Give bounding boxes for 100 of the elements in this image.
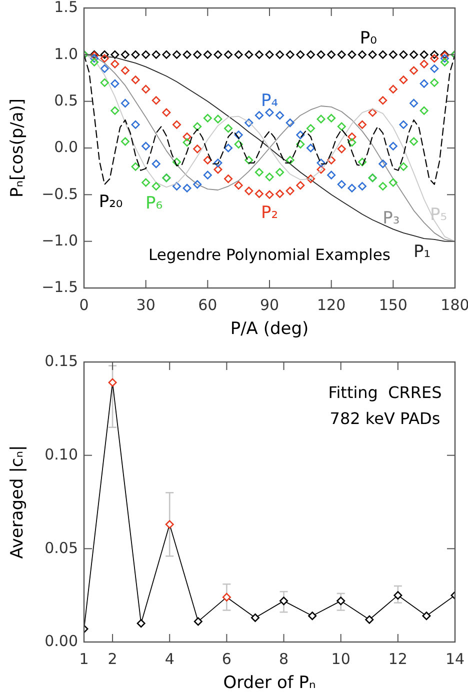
y-axis-title: Averaged |cₙ| — [8, 445, 28, 559]
point — [162, 108, 171, 117]
point — [265, 50, 274, 59]
x-tick-label: 6 — [222, 650, 232, 668]
point — [399, 76, 408, 84]
point — [420, 79, 428, 88]
x-tick-label: 90 — [260, 296, 280, 314]
point — [131, 76, 140, 84]
point — [440, 54, 449, 63]
series-label: P₄ — [260, 90, 278, 111]
point — [182, 138, 192, 147]
series-label: P₂₀ — [98, 192, 123, 212]
annotation: Fitting CRRES — [328, 383, 442, 402]
point — [358, 158, 366, 166]
point — [142, 178, 150, 187]
point — [296, 140, 305, 149]
point — [276, 168, 284, 177]
point — [348, 184, 356, 192]
point — [308, 612, 317, 620]
point — [222, 592, 231, 602]
point — [420, 60, 428, 68]
y-tick-label: 1.5 — [54, 0, 78, 16]
point — [358, 50, 366, 59]
point — [194, 617, 202, 626]
point — [378, 160, 388, 168]
point — [265, 190, 274, 199]
y-tick-label: 0.0 — [54, 138, 78, 156]
point — [296, 50, 305, 59]
point — [265, 172, 274, 182]
point — [193, 122, 202, 131]
point — [234, 50, 243, 59]
point — [368, 108, 377, 117]
point — [410, 66, 418, 75]
point — [368, 50, 377, 59]
x-tick-label: 2 — [108, 650, 118, 668]
point — [224, 174, 233, 184]
point — [214, 165, 222, 174]
point — [276, 50, 284, 59]
point — [100, 50, 109, 59]
point — [142, 84, 150, 94]
point — [110, 79, 120, 88]
point — [90, 58, 99, 66]
point — [394, 591, 402, 600]
point — [306, 144, 315, 152]
point — [214, 50, 222, 59]
point — [358, 182, 366, 191]
point — [120, 50, 130, 59]
x-tick-label: 180 — [440, 296, 468, 314]
y-tick-label: 0.05 — [44, 538, 78, 557]
point — [203, 114, 212, 122]
point — [388, 50, 398, 59]
annotation: Legendre Polynomial Examples — [148, 246, 390, 264]
point — [337, 144, 346, 154]
point — [399, 120, 408, 129]
series-label: P₀ — [360, 28, 378, 48]
point — [214, 158, 222, 168]
point — [327, 170, 336, 180]
point — [110, 50, 120, 59]
point — [214, 114, 222, 124]
point — [244, 118, 254, 128]
point — [193, 180, 202, 189]
point — [254, 111, 264, 120]
point — [336, 596, 346, 606]
point — [172, 182, 181, 191]
y-tick-label: 0.15 — [44, 352, 78, 370]
point — [296, 181, 305, 190]
x-axis-title: P/A (deg) — [230, 319, 309, 339]
x-tick-label: 150 — [378, 296, 408, 314]
point — [365, 615, 374, 624]
point — [327, 114, 336, 122]
point — [348, 50, 356, 59]
point — [280, 596, 288, 606]
point — [348, 138, 356, 147]
point — [250, 613, 260, 622]
point — [234, 181, 243, 190]
point — [131, 120, 140, 129]
y-tick-label: 0.10 — [44, 445, 78, 464]
point — [165, 520, 174, 529]
point — [110, 60, 120, 68]
point — [193, 144, 202, 154]
x-tick-label: 12 — [388, 650, 408, 668]
point — [306, 174, 315, 184]
x-tick-label: 10 — [331, 650, 350, 668]
point — [254, 189, 264, 198]
point — [172, 120, 181, 129]
point — [203, 50, 212, 59]
x-tick-label: 8 — [278, 650, 289, 668]
series-label: P₁ — [413, 242, 431, 262]
x-axis-title: Order of Pₙ — [223, 673, 316, 693]
point — [276, 189, 284, 198]
series-label: P₃ — [382, 208, 400, 229]
point — [120, 98, 130, 108]
point — [193, 50, 202, 59]
point — [327, 156, 336, 164]
point — [182, 184, 192, 192]
point — [120, 137, 130, 146]
point — [420, 50, 428, 59]
point — [422, 612, 431, 620]
point — [296, 130, 305, 140]
point — [152, 96, 160, 105]
